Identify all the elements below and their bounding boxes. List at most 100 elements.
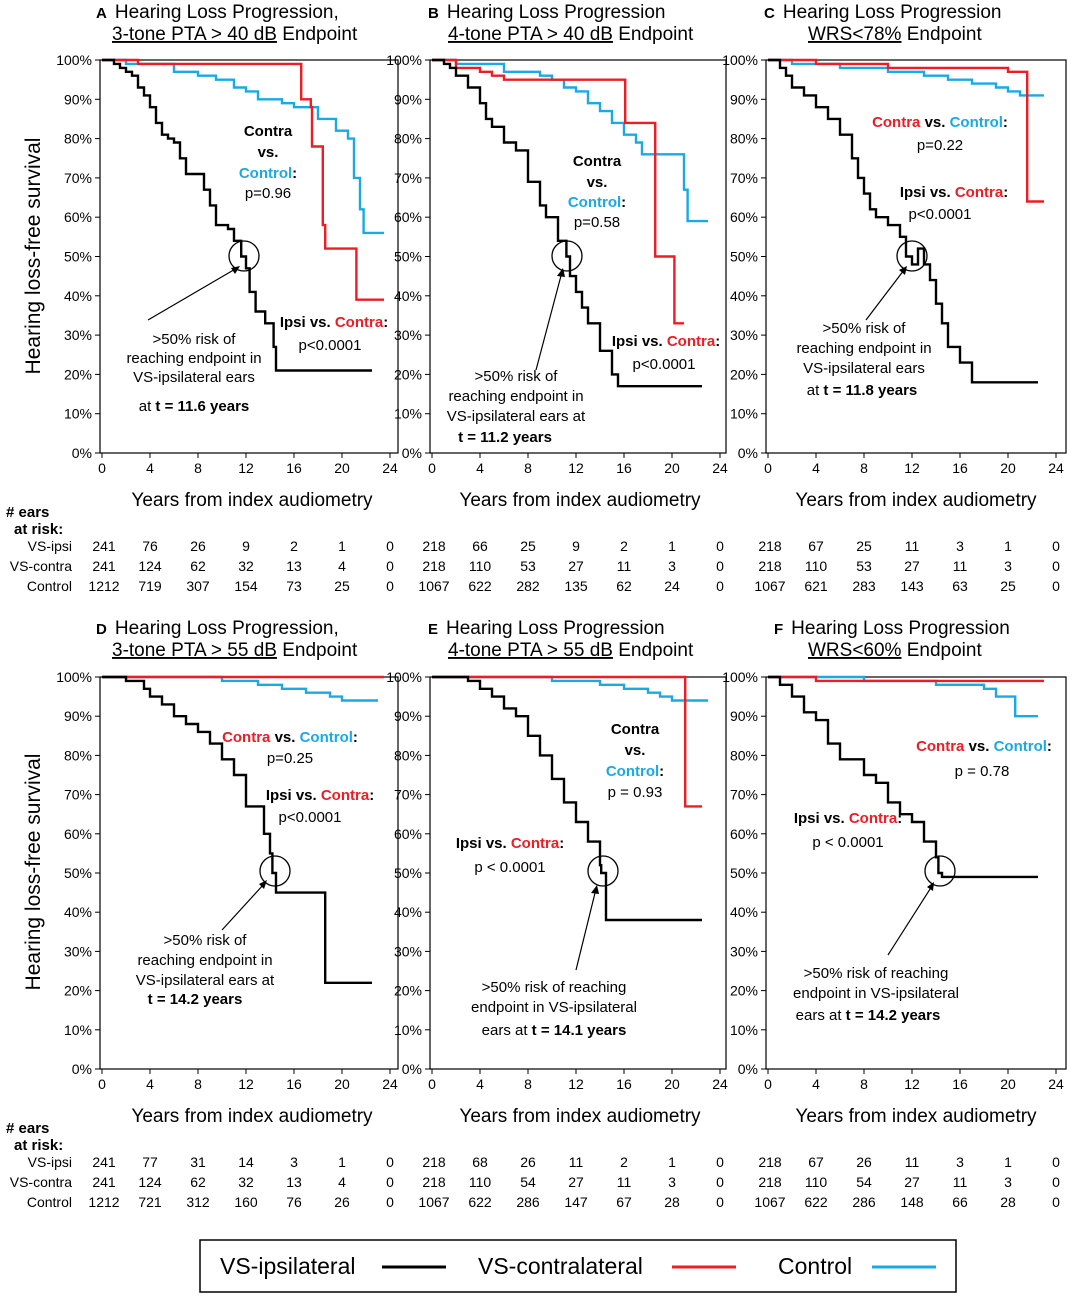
panel-a-ytick-label: 90% [64, 91, 92, 107]
panel-d-xtick-label: 24 [382, 1076, 398, 1092]
panel-c-ytick-label: 50% [730, 249, 758, 265]
panel-b-risk-control-value: 1067 [418, 578, 449, 594]
risk-row-label: VS-ipsi [28, 1154, 72, 1170]
panel-d-risk-vs-contra-value: 124 [138, 1174, 162, 1190]
panel-d-risk-vs-ipsi-value: 0 [386, 1154, 394, 1170]
panel-e-xlabel: Years from index audiometry [459, 1106, 701, 1127]
panel-a-note-1: >50% risk of [153, 331, 237, 348]
panel-e-ytick-label: 0% [402, 1061, 422, 1077]
panel-b-endpoint-suffix: Endpoint [613, 24, 694, 45]
risk-header-line2: at risk: [14, 521, 63, 538]
risk-header-line2: at risk: [14, 1137, 63, 1154]
panel-a-note-2: reaching endpoint in [126, 350, 261, 367]
panel-e-ic-ipsi: Ipsi [456, 835, 482, 852]
panel-b-title-line2: 4-tone PTA > 40 dB Endpoint [448, 24, 694, 45]
panel-e-risk-vs-contra-value: 3 [668, 1174, 676, 1190]
panel-b-curve-contra [432, 58, 684, 325]
panel-d-note-3: VS-ipsilateral ears at [136, 972, 275, 989]
panel-b-risk-vs-ipsi-value: 2 [620, 538, 628, 554]
panel-f-risk-vs-contra-value: 11 [953, 1174, 968, 1190]
panel-d-cc-contra: Contra [222, 729, 271, 746]
panel-e-risk-vs-contra-value: 27 [568, 1174, 584, 1190]
panel-d-arrow [221, 883, 265, 931]
panel-c-endpoint-suffix: Endpoint [901, 24, 982, 45]
panel-a-ic-pvalue: p<0.0001 [299, 337, 362, 354]
panel-f-risk-control-value: 622 [804, 1194, 828, 1210]
panel-d-endpoint: 3-tone PTA > 55 dB [112, 640, 277, 661]
panel-c-ic-vs: vs. [926, 184, 955, 201]
panel-f-note-3-pre: ears at [796, 1007, 846, 1024]
panel-c-risk-vs-contra-value: 53 [856, 558, 872, 574]
panel-a-risk-control-value: 1212 [88, 578, 119, 594]
risk-header-line1: # ears [6, 504, 49, 521]
panel-d-ic-colon: : [369, 787, 374, 804]
panel-c-risk-control-value: 0 [1052, 578, 1060, 594]
panel-f-risk-control-value: 286 [852, 1194, 876, 1210]
panel-b-arrowhead [557, 268, 565, 277]
panel-c-risk-vs-ipsi-value: 3 [956, 538, 964, 554]
panel-c-title-line2: WRS<78% Endpoint [808, 24, 982, 45]
panel-b-risk-control-value: 62 [616, 578, 632, 594]
panel-d-risk-vs-contra-value: 32 [238, 1174, 254, 1190]
panel-f: F Hearing Loss Progression WRS<60% Endpoi… [774, 618, 1052, 1127]
panel-d-risk-control-value: 76 [286, 1194, 302, 1210]
panel-a-ytick-label: 20% [64, 366, 92, 382]
panel-a-endpoint: 3-tone PTA > 40 dB [112, 24, 277, 45]
panel-a-xtick-label: 8 [194, 460, 202, 476]
panel-b-ic-vs: vs. [638, 333, 667, 350]
panel-f-note-2: endpoint in VS-ipsilateral [793, 985, 959, 1002]
panel-c-risk-vs-contra-value: 218 [758, 558, 782, 574]
panel-d-cc-colon: : [353, 729, 358, 746]
panel-a-xtick-label: 24 [382, 460, 398, 476]
panel-e-note-1: >50% risk of reaching [482, 979, 627, 996]
panel-f-curve-contra [768, 675, 1044, 683]
panel-d-note-2: reaching endpoint in [137, 952, 272, 969]
panel-c-risk-vs-ipsi-value: 67 [808, 538, 824, 554]
panel-e-cc-control-word: Control [606, 763, 659, 780]
panel-c-risk-vs-ipsi-value: 218 [758, 538, 782, 554]
panel-c-cc-vs: vs. [920, 114, 949, 131]
panel-b-note-2: reaching endpoint in [448, 388, 583, 405]
panel-b-xtick-label: 20 [664, 460, 680, 476]
panel-f-risk-control-value: 148 [900, 1194, 924, 1210]
panel-c-ic: Ipsi vs. Contra: [900, 184, 1008, 201]
panel-f-ytick-label: 10% [730, 1022, 758, 1038]
panel-c-ytick-label: 100% [722, 52, 758, 68]
panel-f-ytick-label: 30% [730, 943, 758, 959]
panel-e-risk-vs-ipsi-value: 68 [472, 1154, 488, 1170]
panel-c-note-4: at t = 11.8 years [807, 382, 918, 399]
panel-e-arrow [575, 888, 597, 971]
panel-d-ic-ipsi: Ipsi [266, 787, 292, 804]
panel-d-curve-ipsi [102, 675, 372, 984]
panel-c-letter: C [764, 5, 775, 22]
panel-e: E Hearing Loss Progression 4-tone PTA > 5… [428, 618, 701, 1127]
panel-a-ytick-label: 10% [64, 406, 92, 422]
panel-e-risk-control-value: 0 [716, 1194, 724, 1210]
panel-e-cc-pvalue: p = 0.93 [608, 784, 663, 801]
panel-d-title-text: Hearing Loss Progression, [115, 618, 339, 639]
panel-d-risk-vs-ipsi-value: 3 [290, 1154, 298, 1170]
panel-a-risk-vs-ipsi-value: 9 [242, 538, 250, 554]
panel-c-xtick-label: 4 [812, 460, 820, 476]
panel-c-xtick-label: 8 [860, 460, 868, 476]
panel-f-ic-pvalue: p < 0.0001 [812, 834, 883, 851]
panel-d-cc: Contra vs. Control: [222, 729, 358, 746]
panel-b-risk-vs-contra-value: 3 [668, 558, 676, 574]
panel-b-risk-vs-contra-value: 218 [422, 558, 446, 574]
panel-b-xtick-label: 16 [616, 460, 632, 476]
panel-a-cc-pvalue: p=0.96 [245, 185, 291, 202]
panel-b-ytick-label: 70% [394, 170, 422, 186]
panel-b-xtick-label: 24 [712, 460, 728, 476]
panel-a-risk-control-value: 719 [138, 578, 162, 594]
panel-d-risk-vs-contra-value: 241 [92, 1174, 116, 1190]
panel-d-title-line1: D Hearing Loss Progression, [96, 618, 339, 639]
panel-e-risk-vs-ipsi-value: 218 [422, 1154, 446, 1170]
panel-f-median-circle [924, 855, 956, 887]
panel-f-ic-colon: : [897, 810, 902, 827]
panel-e-ytick-label: 100% [386, 669, 422, 685]
panel-d-xtick-label: 20 [334, 1076, 350, 1092]
panel-d: D Hearing Loss Progression, 3-tone PTA > … [22, 618, 374, 1127]
panel-d-ytick-label: 100% [56, 669, 92, 685]
panel-f-cc-control: Control [994, 738, 1047, 755]
